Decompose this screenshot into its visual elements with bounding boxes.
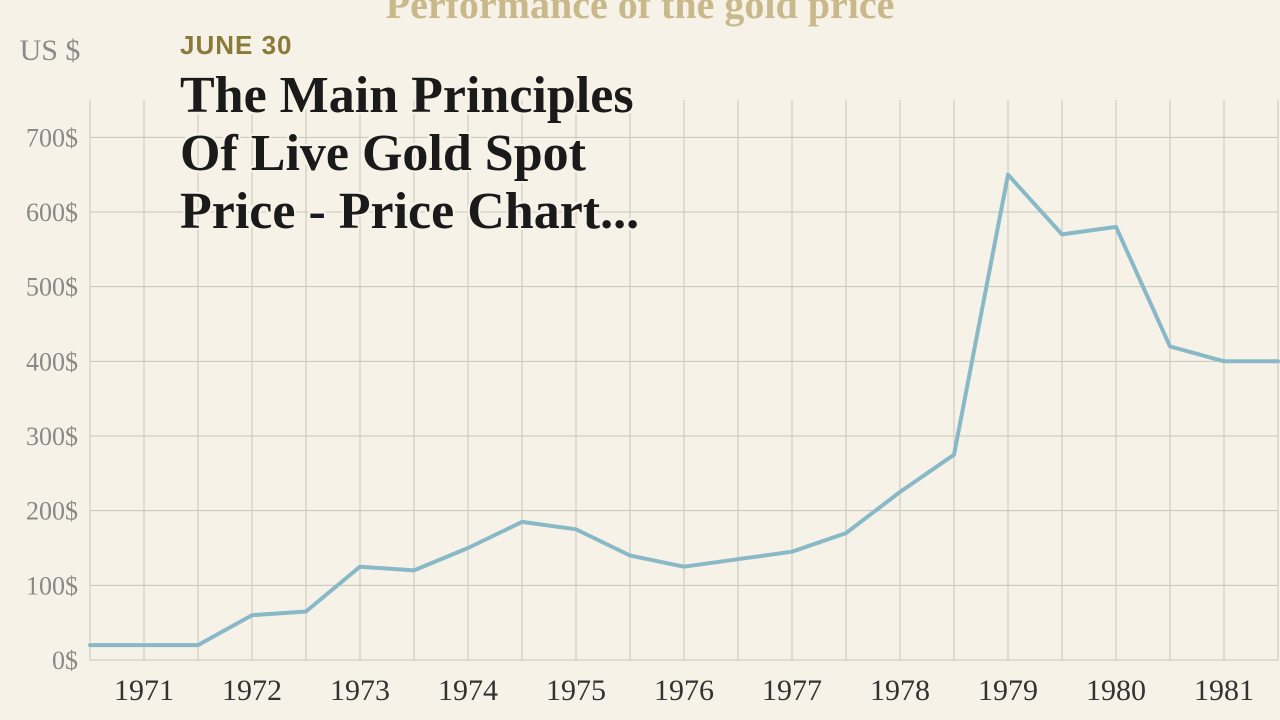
svg-text:1971: 1971 — [114, 674, 174, 707]
svg-text:400$: 400$ — [26, 347, 78, 376]
svg-text:1973: 1973 — [330, 674, 390, 707]
svg-text:Performance of the gold price: Performance of the gold price — [386, 0, 895, 27]
svg-text:1976: 1976 — [654, 674, 714, 707]
svg-text:1980: 1980 — [1086, 674, 1146, 707]
svg-text:600$: 600$ — [26, 198, 78, 227]
svg-text:700$: 700$ — [26, 123, 78, 152]
svg-text:1979: 1979 — [978, 674, 1038, 707]
svg-text:1975: 1975 — [546, 674, 606, 707]
svg-text:1977: 1977 — [762, 674, 822, 707]
svg-text:1972: 1972 — [222, 674, 282, 707]
svg-text:1981: 1981 — [1194, 674, 1254, 707]
chart-canvas: 0$ 100$ 200$ 300$ 400$ 500$ 600$ 700$ 1971 1972 19… — [0, 0, 1280, 720]
svg-text:500$: 500$ — [26, 273, 78, 302]
svg-text:US $: US $ — [20, 34, 81, 67]
svg-text:1974: 1974 — [438, 674, 498, 707]
svg-text:200$: 200$ — [26, 497, 78, 526]
svg-text:100$: 100$ — [26, 571, 78, 600]
svg-text:1978: 1978 — [870, 674, 930, 707]
svg-text:0$: 0$ — [52, 646, 78, 675]
svg-text:300$: 300$ — [26, 422, 78, 451]
